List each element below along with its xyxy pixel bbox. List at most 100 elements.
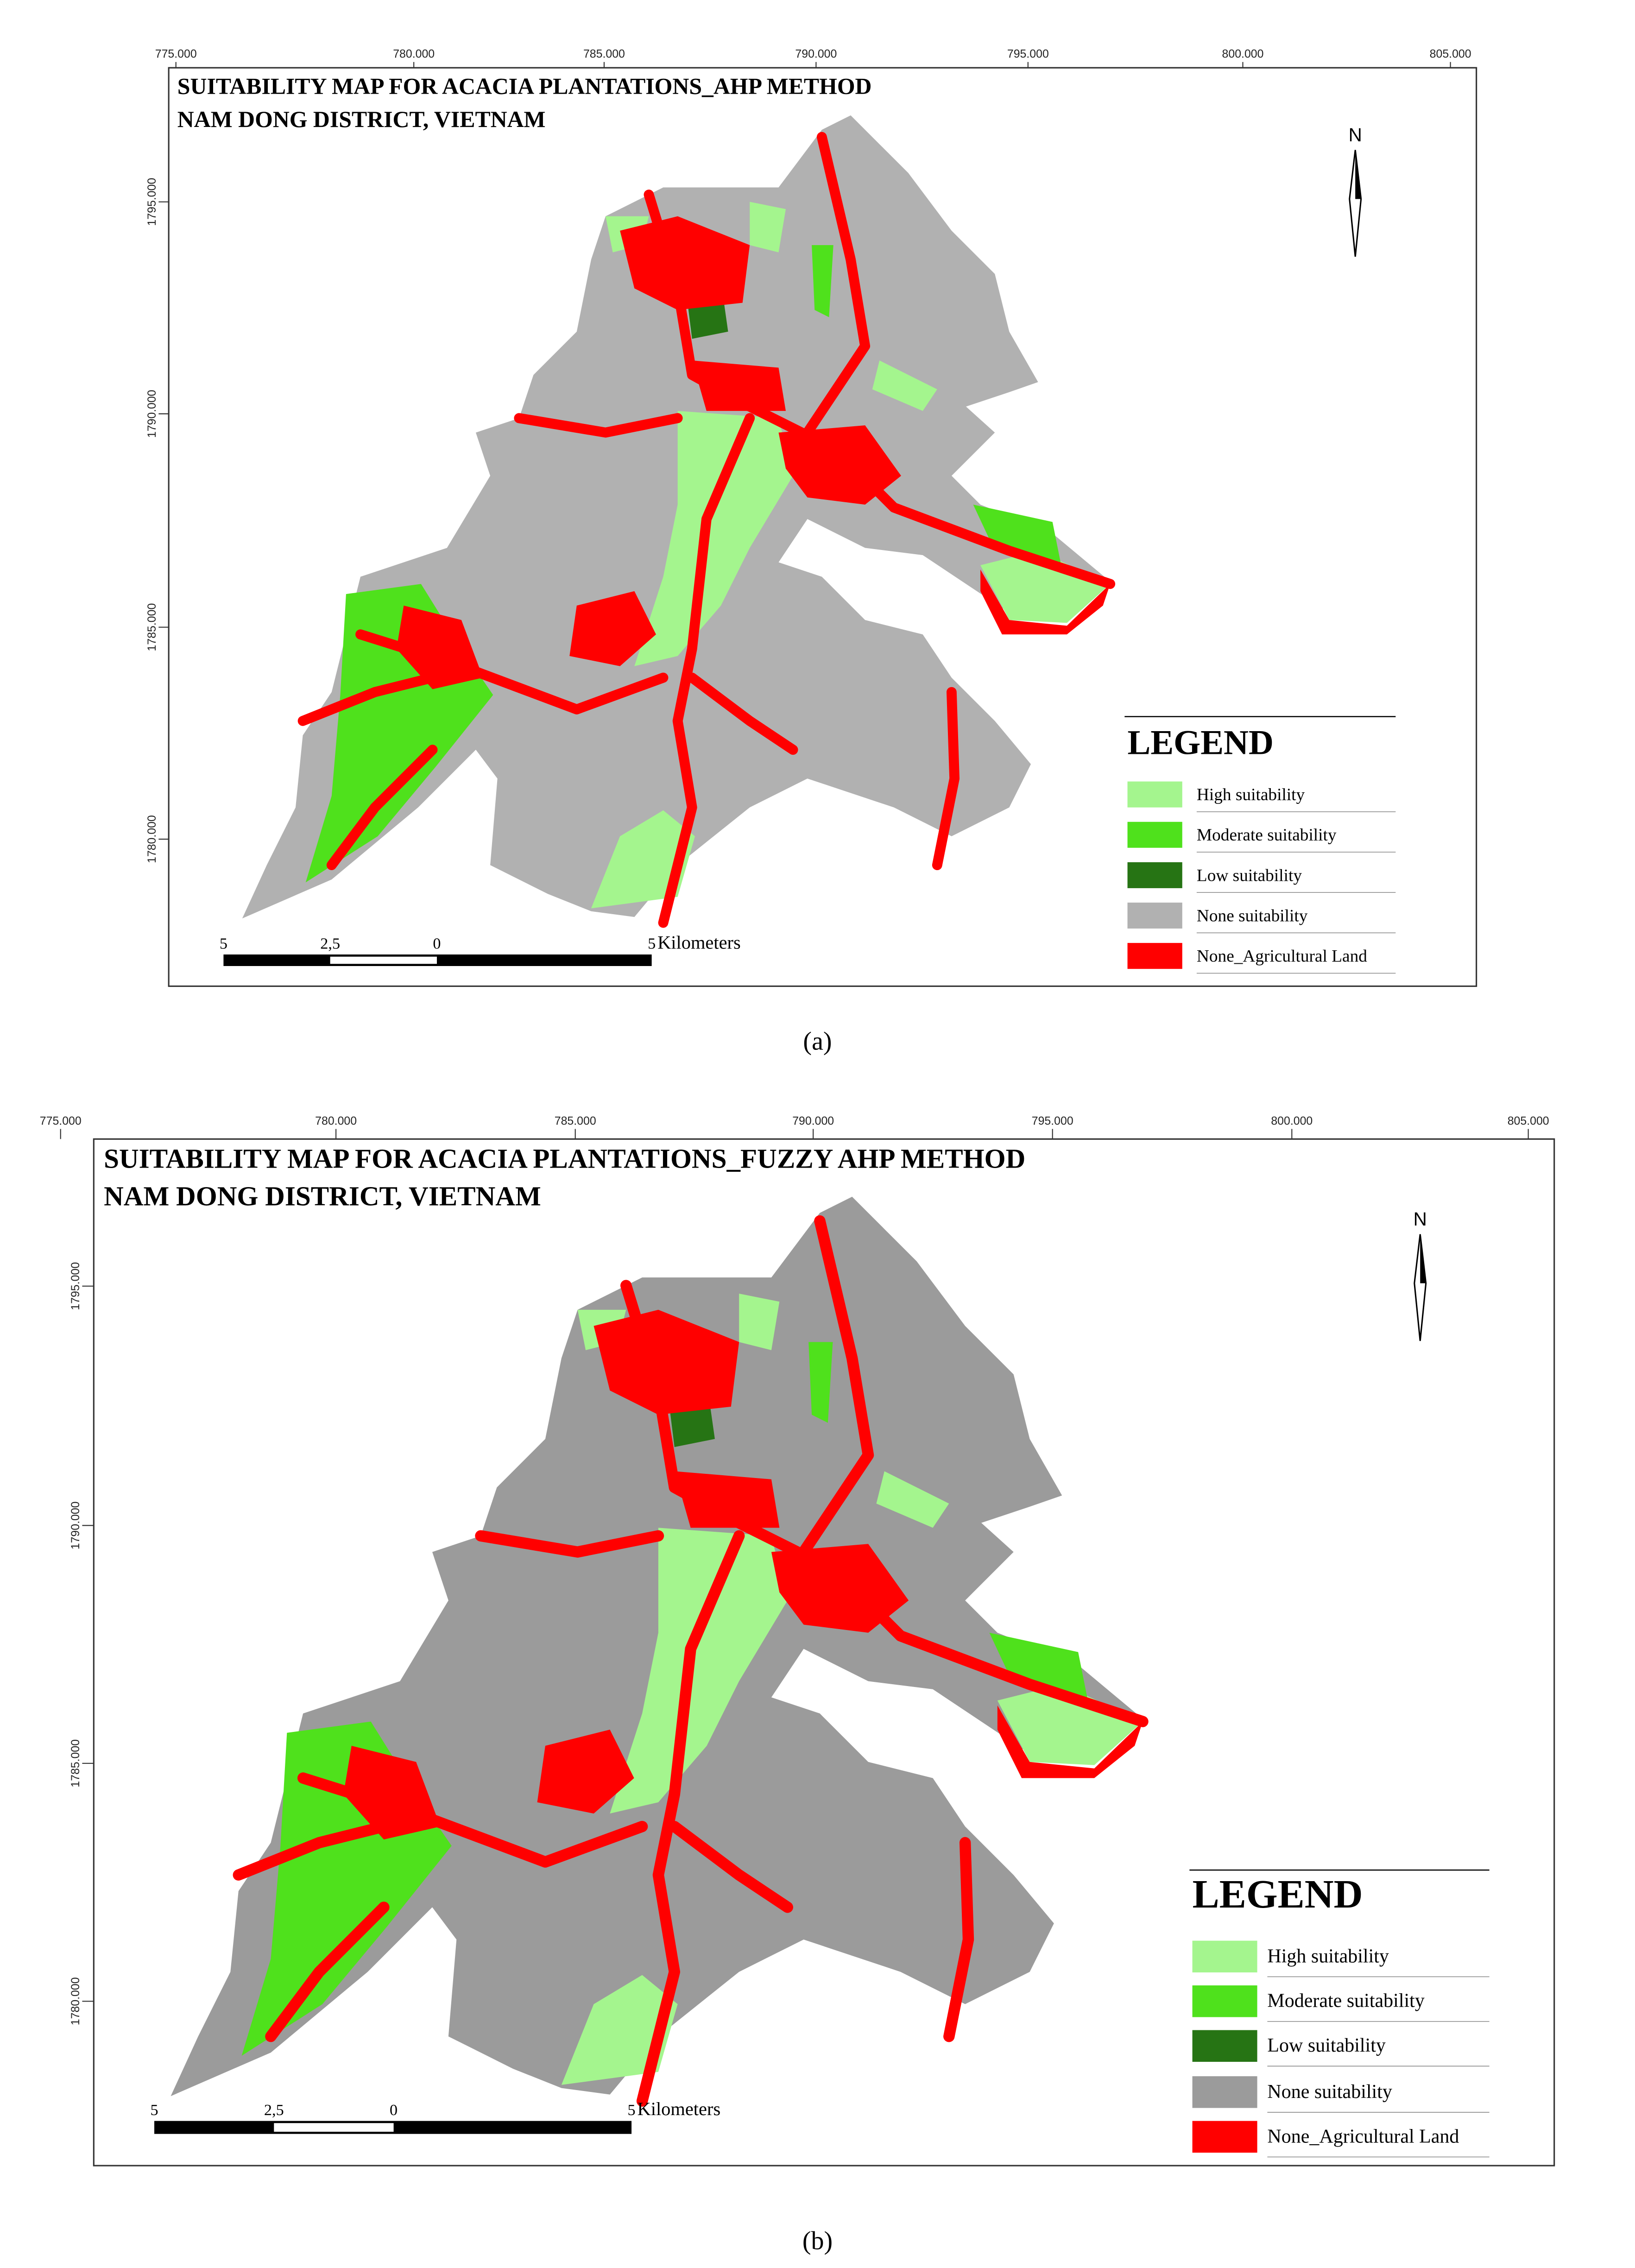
north-label: N — [1414, 1208, 1427, 1230]
non-agricultural-river — [620, 1280, 1149, 1727]
legend-swatch — [1127, 943, 1182, 969]
x-coordinate-label: 805.000 — [1508, 1114, 1549, 1127]
legend-title: LEGEND — [1128, 724, 1274, 762]
legend-label: Low suitability — [1197, 866, 1302, 885]
x-coordinate-label: 800.000 — [1222, 47, 1264, 60]
legend-label: Low suitability — [1267, 2035, 1386, 2056]
scale-label: 0 — [390, 2101, 398, 2119]
non-agricultural-river — [475, 1530, 664, 1558]
x-coordinate-label: 790.000 — [792, 1114, 834, 1127]
legend-label: None_Agricultural Land — [1267, 2126, 1459, 2147]
legend-label: High suitability — [1197, 785, 1305, 804]
non-agricultural-area — [980, 569, 1111, 635]
x-coordinate-label: 805.000 — [1430, 47, 1471, 60]
non-agricultural-area — [692, 360, 786, 411]
legend-swatch — [1127, 903, 1182, 929]
scale-label: 2,5 — [320, 935, 340, 953]
north-arrow-half — [1420, 1234, 1426, 1283]
non-agricultural-river — [233, 1820, 390, 1881]
x-coordinate-label: 780.000 — [315, 1114, 357, 1127]
legend-swatch — [1127, 862, 1182, 888]
non-agricultural-area — [674, 1471, 780, 1528]
y-coordinate-label: 1795.000 — [145, 178, 158, 226]
y-coordinate-label: 1790.000 — [145, 390, 158, 438]
north-label: N — [1349, 124, 1362, 145]
high-suitability-area — [872, 360, 937, 411]
x-coordinate-label: 785.000 — [555, 1114, 596, 1127]
scale-bar-segment — [274, 2123, 394, 2132]
legend-swatch — [1192, 2121, 1257, 2153]
y-coordinate-label: 1795.000 — [69, 1262, 82, 1310]
legend-swatch — [1127, 821, 1182, 848]
legend-label: None_Agricultural Land — [1197, 947, 1367, 966]
scale-label: 2,5 — [264, 2101, 284, 2119]
non-agricultural-area — [537, 1730, 634, 1814]
non-agricultural-river — [514, 413, 683, 438]
scale-label: 5 — [220, 935, 227, 953]
scale-label: 0 — [433, 935, 441, 953]
legend-label: High suitability — [1267, 1946, 1389, 1967]
legend-swatch — [1192, 2076, 1257, 2108]
legend-swatch — [1192, 1940, 1257, 1973]
moderate-suitability-area — [808, 1342, 833, 1423]
x-coordinate-label: 800.000 — [1271, 1114, 1313, 1127]
legend-label: Moderate suitability — [1267, 1990, 1424, 2012]
non-agricultural-river — [943, 1837, 974, 2042]
high-suitability-area — [610, 1528, 788, 1814]
non-agricultural-area — [620, 216, 750, 310]
legend-swatch — [1192, 2030, 1257, 2062]
non-agricultural-river — [658, 413, 755, 928]
y-coordinate-label: 1780.000 — [145, 815, 158, 863]
non-agricultural-river — [297, 672, 438, 726]
non-agricultural-river — [802, 132, 871, 438]
panel-caption: (a) — [803, 1027, 832, 1055]
map-panel: 775.000 780.000 785.000 790.000 795.000 800.0… — [40, 1114, 1555, 2167]
non-agricultural-river — [326, 745, 438, 871]
non-agricultural-river — [669, 1820, 793, 1913]
x-coordinate-label: 795.000 — [1007, 47, 1049, 60]
legend-label: None suitability — [1197, 906, 1308, 925]
scale-bar-segment — [330, 956, 437, 964]
legend-label: Moderate suitability — [1197, 826, 1337, 845]
scale-unit: Kilometers — [657, 932, 741, 953]
y-coordinate-label: 1780.000 — [69, 1977, 82, 2025]
legend-swatch — [1127, 781, 1182, 808]
non-agricultural-river — [644, 190, 1116, 589]
map-title: SUITABILITY MAP FOR ACACIA PLANTATIONS_A… — [177, 73, 872, 99]
panel-caption: (b) — [802, 2227, 833, 2255]
map-title: SUITABILITY MAP FOR ACACIA PLANTATIONS_F… — [104, 1143, 1025, 1174]
high-suitability-area — [876, 1471, 949, 1528]
x-coordinate-label: 785.000 — [583, 47, 625, 60]
non-agricultural-river — [687, 672, 798, 755]
non-agricultural-river — [297, 1772, 648, 1868]
scale-bar-outline — [223, 954, 652, 966]
x-coordinate-label: 790.000 — [795, 47, 837, 60]
legend-title: LEGEND — [1193, 1871, 1363, 1916]
y-coordinate-label: 1785.000 — [145, 603, 158, 651]
map-title: NAM DONG DISTRICT, VIETNAM — [177, 107, 546, 132]
high-suitability-area — [750, 202, 786, 253]
scale-label: 5 — [628, 2101, 636, 2119]
legend-label: None suitability — [1267, 2081, 1392, 2103]
high-suitability-area — [997, 1684, 1143, 1765]
y-coordinate-label: 1785.000 — [69, 1739, 82, 1788]
moderate-suitability-area — [812, 245, 833, 317]
map-title: NAM DONG DISTRICT, VIETNAM — [104, 1181, 541, 1212]
x-coordinate-label: 775.000 — [40, 1114, 82, 1127]
high-suitability-area — [980, 550, 1111, 623]
non-agricultural-river — [265, 1902, 390, 2042]
non-agricultural-river — [798, 1215, 874, 1558]
x-coordinate-label: 795.000 — [1032, 1114, 1073, 1127]
high-suitability-area — [739, 1293, 780, 1350]
non-agricultural-river — [932, 687, 960, 871]
x-coordinate-label: 775.000 — [155, 47, 197, 60]
y-coordinate-label: 1790.000 — [69, 1501, 82, 1549]
non-agricultural-area — [593, 1309, 739, 1415]
non-agricultural-area — [569, 591, 656, 666]
scale-label: 5 — [648, 935, 656, 953]
scale-label: 5 — [150, 2101, 158, 2119]
high-suitability-area — [634, 411, 793, 666]
non-agricultural-river — [636, 1530, 745, 2107]
